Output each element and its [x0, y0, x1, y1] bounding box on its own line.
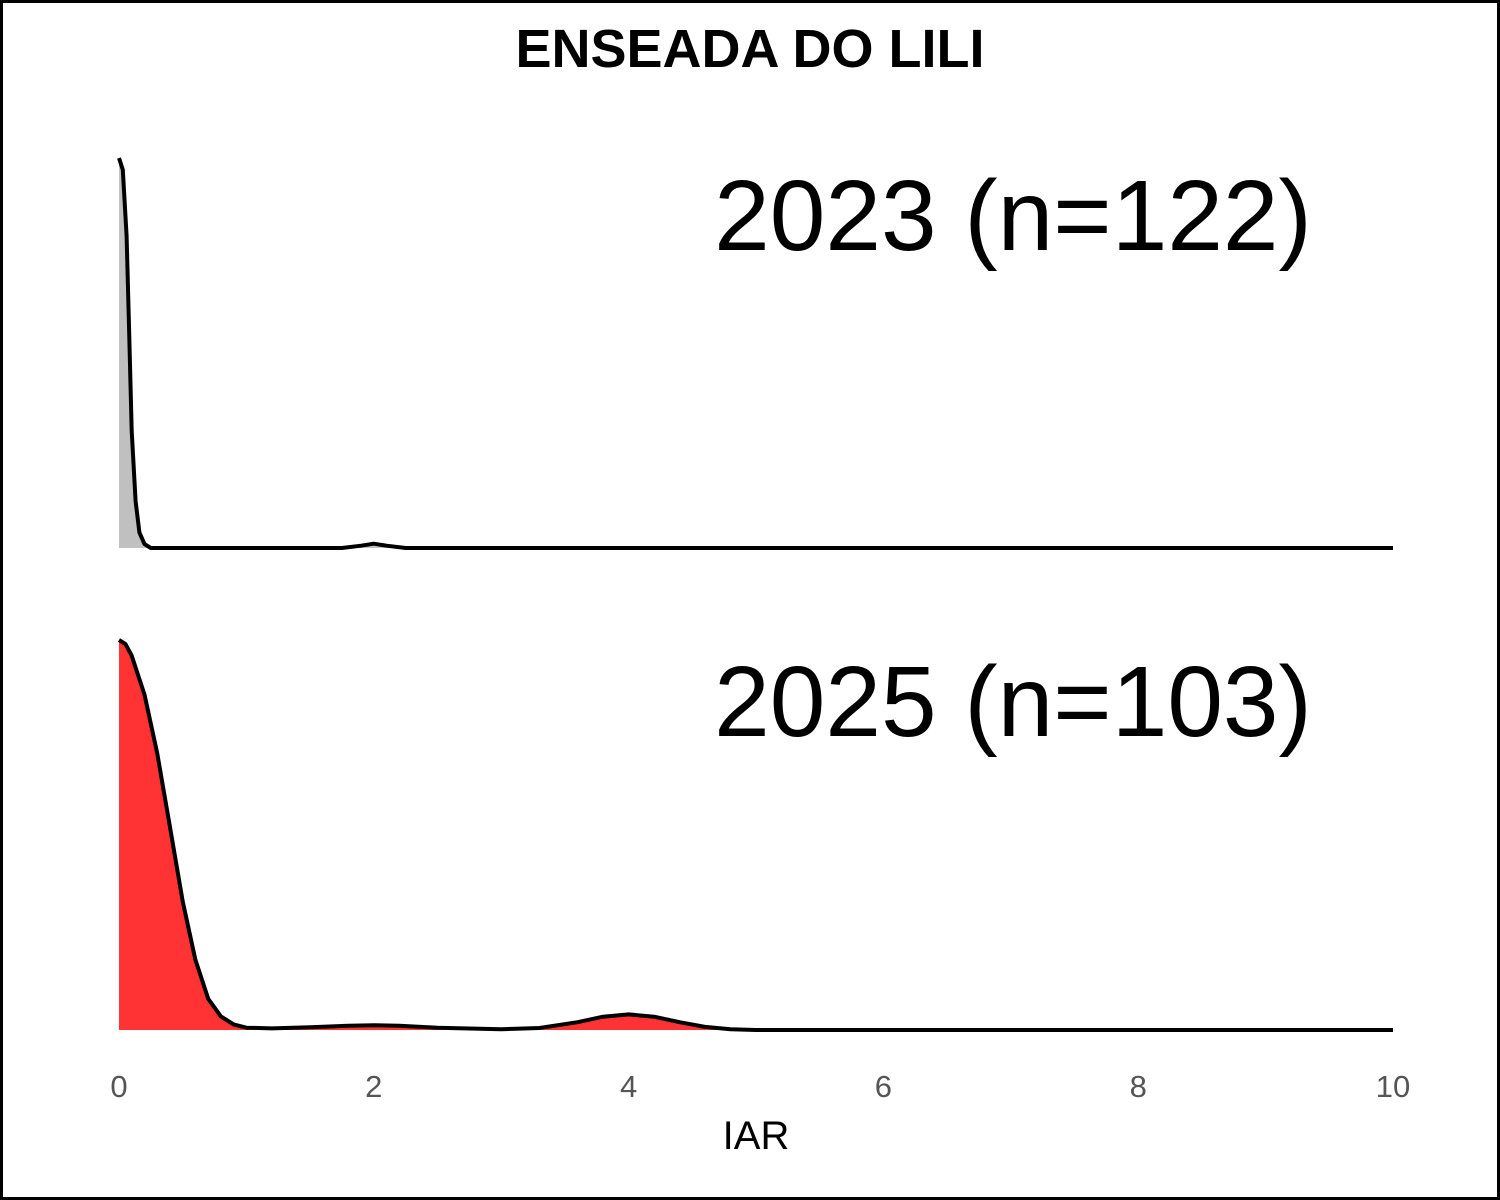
x-axis-ticks: 0 2 4 6 8 10 [110, 1069, 1410, 1104]
x-axis-title: IAR [723, 1114, 790, 1158]
x-tick-label: 4 [620, 1069, 637, 1104]
ridgeline-chart: ENSEADA DO LILI 2023 (n=122) 2025 (n=103… [110, 19, 1410, 1158]
x-tick-label: 8 [1130, 1069, 1147, 1104]
x-tick-label: 2 [365, 1069, 382, 1104]
x-tick-label: 10 [1376, 1069, 1410, 1104]
chart-title: ENSEADA DO LILI [515, 19, 984, 79]
ridge-label-2025: 2025 (n=103) [714, 646, 1312, 758]
density-curve-2025 [117, 638, 1393, 1032]
x-tick-label: 6 [875, 1069, 892, 1104]
ridge-label-2023: 2023 (n=122) [714, 160, 1312, 272]
ridge-2023: 2023 (n=122) [117, 157, 1393, 550]
density-curve-2023 [117, 157, 1393, 550]
ridge-2025: 2025 (n=103) [117, 638, 1393, 1032]
x-tick-label: 0 [110, 1069, 127, 1104]
